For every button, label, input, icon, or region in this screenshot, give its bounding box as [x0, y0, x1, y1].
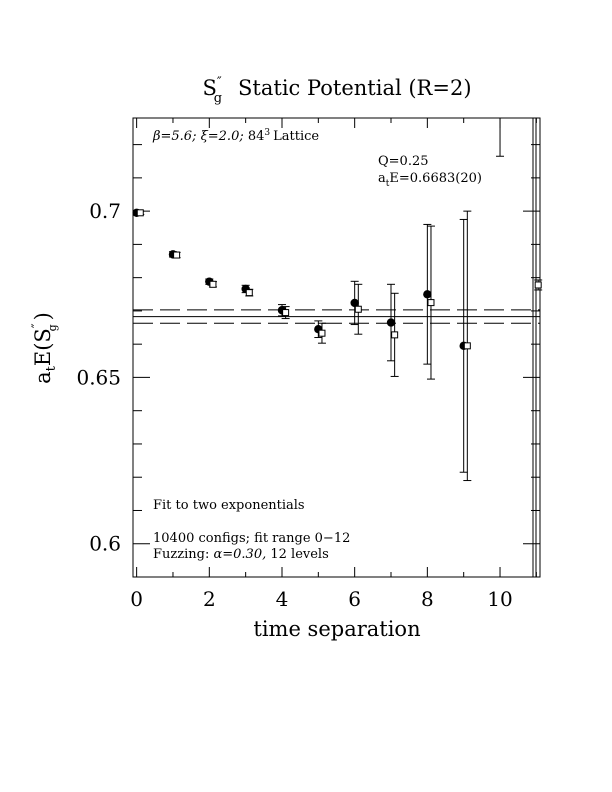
fit-band: [133, 309, 540, 324]
data-point-square: [391, 331, 399, 339]
x-tick-labels: 0 2 4 6 8 10: [130, 587, 512, 611]
data-point-circle: [350, 298, 359, 308]
data-point-square: [173, 251, 181, 259]
data-point-square: [534, 281, 542, 289]
data-point-square: [209, 280, 217, 288]
x-tick-label: 6: [348, 587, 361, 611]
lattice-annotation: β=5.6; ξ=2.0; 843 Lattice: [152, 128, 319, 144]
fuzzing-annotation: Fuzzing: α=0.30, 12 levels: [153, 547, 329, 562]
y-axis-label: atE(S″g): [30, 312, 59, 384]
y-tick-label: 0.65: [76, 365, 121, 389]
data-point-square: [318, 329, 326, 337]
data-point-circle: [386, 318, 396, 327]
x-tick-label: 8: [421, 587, 434, 611]
data-point-square: [463, 342, 471, 350]
svg-text:atE(S″g): atE(S″g): [30, 312, 59, 384]
data-markers: [132, 208, 542, 351]
data-point-circle: [423, 290, 432, 299]
y-tick-labels: 0.6 0.65 0.7: [76, 199, 121, 556]
data-point-square: [354, 305, 362, 313]
x-tick-label: 4: [276, 587, 289, 611]
data-point-square: [136, 209, 144, 217]
fit-value-annotation: atE=0.6683(20): [378, 171, 482, 189]
y-tick-label: 0.7: [89, 199, 121, 223]
data-point-square: [427, 299, 435, 307]
x-axis-label: time separation: [253, 617, 420, 641]
y-tick-label: 0.6: [89, 532, 121, 556]
configs-annotation: 10400 configs; fit range 0−12: [153, 531, 350, 546]
x-tick-label: 10: [487, 587, 512, 611]
data-point-square: [245, 289, 253, 297]
q-annotation: Q=0.25: [378, 154, 429, 169]
fit-type-annotation: Fit to two exponentials: [153, 498, 305, 513]
x-tick-label: 2: [203, 587, 216, 611]
data-point-square: [282, 309, 290, 317]
plot-frame: [132, 117, 541, 578]
chart-title: S″ g Static Potential (R=2): [202, 75, 471, 106]
x-tick-label: 0: [130, 587, 143, 611]
